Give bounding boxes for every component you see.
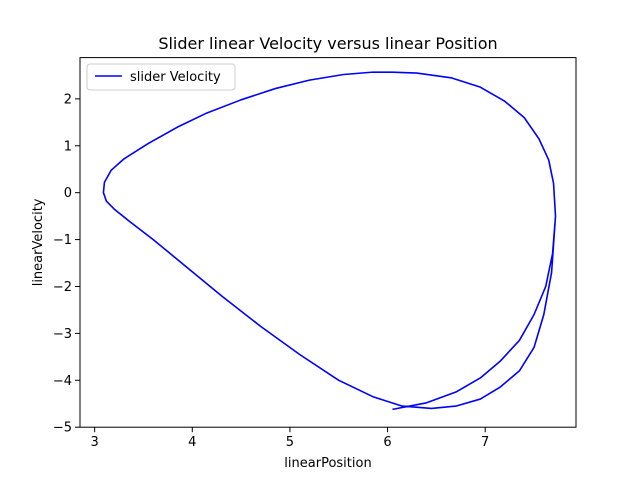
y-tick-label: −1: [53, 233, 72, 248]
y-tick-label: −2: [53, 280, 72, 295]
y-tick-label: −3: [53, 327, 72, 342]
x-tick-label: 7: [481, 435, 489, 450]
legend: slider Velocity: [86, 63, 236, 91]
y-tick-label: −4: [53, 374, 72, 389]
x-tick-label: 3: [91, 435, 99, 450]
y-tick-label: 1: [64, 139, 72, 154]
y-axis-label: linearVelocity: [31, 198, 46, 286]
legend-label-slider-velocity: slider Velocity: [130, 70, 221, 85]
axes-frame: [79, 57, 577, 428]
y-tick-label: 0: [64, 186, 72, 201]
y-tick-label: −5: [53, 421, 72, 436]
chart-title: Slider linear Velocity versus linear Pos…: [158, 34, 497, 53]
y-tick-label: 2: [64, 92, 72, 107]
x-tick-label: 6: [383, 435, 391, 450]
x-tick-label: 5: [286, 435, 294, 450]
x-tick-label: 4: [188, 435, 196, 450]
x-axis: 3 4 5 6 7: [91, 427, 489, 450]
y-axis: −5 −4 −3 −2 −1 0 1 2: [53, 92, 80, 436]
plot-area: [102, 71, 557, 411]
x-axis-label: linearPosition: [284, 456, 371, 471]
legend-box: [86, 63, 236, 91]
series-line-slider-velocity: [102, 71, 557, 411]
